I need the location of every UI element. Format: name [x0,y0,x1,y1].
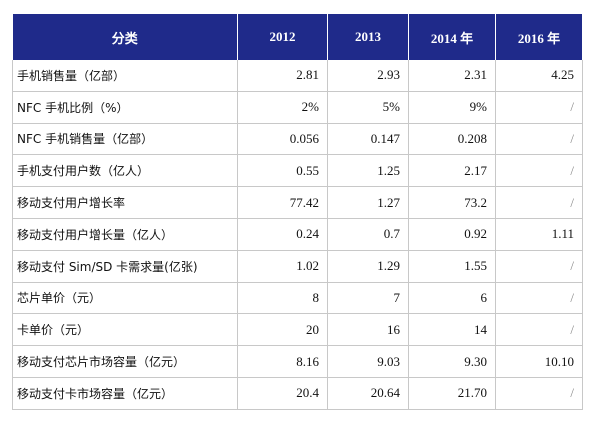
cell: 1.27 [327,186,409,219]
header-cell: 2013 [327,14,409,60]
table-row: 手机支付用户数（亿人） 0.55 1.25 2.17/ [12,154,583,188]
cell: 9% [408,91,496,124]
cell: 0.7 [327,218,409,251]
cell: 77.42 [237,186,328,219]
cell: 8 [237,282,328,315]
header-cell: 分类 [12,14,238,60]
cell: 21.70 [408,377,496,410]
cell: 6 [408,282,496,315]
header-cell: 2014 年 [408,14,496,60]
cell: 10.10 [495,345,583,378]
table-row: NFC 手机销售量（亿部） 0.056 0.147 0.208/ [12,123,583,156]
row-label: 卡单价（元） [12,313,238,347]
cell: 9.03 [327,345,409,378]
cell: 0.55 [237,154,328,188]
cell: 0.24 [237,218,328,251]
cell: 2.81 [237,60,328,92]
row-label: NFC 手机销售量（亿部） [12,123,238,156]
header-row: 分类 2012 2013 2014 年 2016 年 [12,14,583,60]
table-row: 移动支付用户增长量（亿人） 0.24 0.7 0.92 1.11 [12,218,583,251]
row-label: 移动支付 Sim/SD 卡需求量(亿张) [12,250,238,283]
cell: 73.2 [408,186,496,219]
cell: 0.92 [408,218,496,251]
row-label: 移动支付用户增长率 [12,186,238,219]
cell: 1.55 [408,250,496,283]
table-header: 分类 2012 2013 2014 年 2016 年 [12,14,583,60]
cell: 0.208 [408,123,496,156]
cell: 2.17 [408,154,496,188]
cell: 2.31 [408,60,496,92]
table-body: 手机销售量（亿部） 2.81 2.93 2.31 4.25 NFC 手机比例（%） 2% 5%… [12,60,583,410]
table-row: 移动支付用户增长率 77.42 1.27 73.2/ [12,186,583,219]
cell: 20.4 [237,377,328,410]
data-table: 分类 2012 2013 2014 年 2016 年 手机销售量（亿部） 2.81 2.93… [12,14,583,410]
cell: 9.30 [408,345,496,378]
cell: 4.25 [495,60,583,92]
row-label: 芯片单价（元） [12,282,238,315]
cell: 0.056 [237,123,328,156]
cell: 20 [237,313,328,347]
row-label: 移动支付芯片市场容量（亿元） [12,345,238,378]
cell: 0.147 [327,123,409,156]
cell: / [495,91,583,124]
cell: / [495,154,583,188]
cell: 5% [327,91,409,124]
cell: 2% [237,91,328,124]
cell: / [495,313,583,347]
cell: 1.25 [327,154,409,188]
row-label: 移动支付用户增长量（亿人） [12,218,238,251]
table-row: 移动支付 Sim/SD 卡需求量(亿张) 1.02 1.29 1.55/ [12,250,583,283]
cell: 1.02 [237,250,328,283]
cell: 1.11 [495,218,583,251]
table-row: NFC 手机比例（%） 2% 5% 9% / [12,91,583,124]
table-row: 卡单价（元） 20 16 14/ [12,313,583,347]
cell: 7 [327,282,409,315]
table-row: 芯片单价（元） 8 7 6/ [12,282,583,315]
cell: / [495,282,583,315]
row-label: 手机支付用户数（亿人） [12,154,238,188]
row-label: NFC 手机比例（%） [12,91,238,124]
cell: / [495,186,583,219]
row-label: 移动支付卡市场容量（亿元） [12,377,238,410]
cell: 20.64 [327,377,409,410]
cell: 2.93 [327,60,409,92]
row-label: 手机销售量（亿部） [12,60,238,92]
cell: / [495,123,583,156]
table-row: 移动支付芯片市场容量（亿元） 8.16 9.03 9.30 10.10 [12,345,583,378]
table-row: 手机销售量（亿部） 2.81 2.93 2.31 4.25 [12,60,583,92]
table-row: 移动支付卡市场容量（亿元） 20.4 20.64 21.70/ [12,377,583,410]
cell: 16 [327,313,409,347]
cell: / [495,377,583,410]
cell: / [495,250,583,283]
cell: 14 [408,313,496,347]
cell: 1.29 [327,250,409,283]
cell: 8.16 [237,345,328,378]
header-cell: 2012 [237,14,328,60]
header-cell: 2016 年 [495,14,583,60]
